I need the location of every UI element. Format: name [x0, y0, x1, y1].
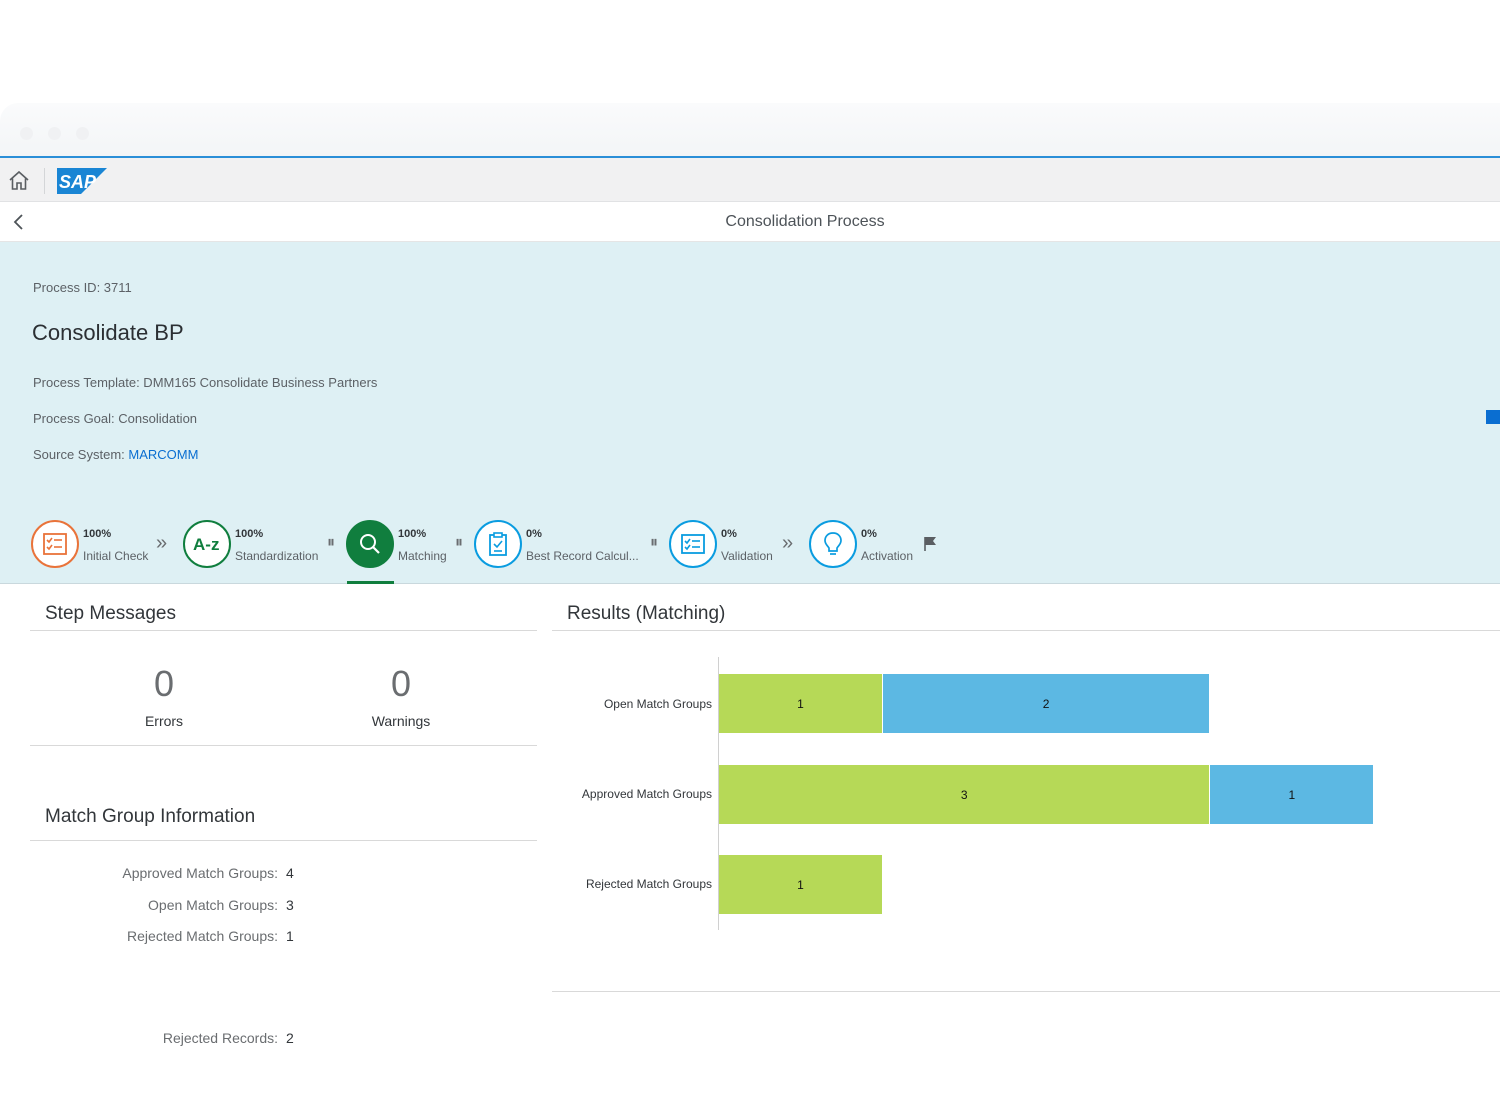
- object-title: Consolidate BP: [32, 320, 184, 345]
- lightbulb-icon: [824, 532, 842, 555]
- page-header: Consolidation Process: [0, 202, 1500, 242]
- svg-text:A-z: A-z: [193, 535, 219, 554]
- results-title: Results (Matching): [567, 603, 726, 624]
- top-whitespace: [0, 0, 1500, 103]
- rejected-match-groups-value: 1: [286, 928, 294, 944]
- process-template: Process Template: DMM165 Consolidate Bus…: [33, 375, 378, 390]
- step-best-record-calculation[interactable]: [474, 520, 522, 568]
- errors-label: Errors: [144, 713, 184, 729]
- svg-text:SAP: SAP: [59, 172, 97, 192]
- pause-icon: ⏸: [455, 534, 464, 551]
- step-initial-check[interactable]: [31, 520, 79, 568]
- home-button[interactable]: [6, 168, 34, 194]
- home-icon: [9, 170, 29, 190]
- warnings-count[interactable]: 0: [390, 663, 412, 704]
- active-step-indicator: [347, 581, 394, 584]
- rejected-match-groups-label: Rejected Match Groups:: [127, 928, 278, 944]
- minimize-window-icon[interactable]: [48, 127, 61, 140]
- source-system-label: Source System:: [33, 447, 129, 462]
- pause-icon: ⏸: [327, 534, 336, 551]
- divider: [30, 630, 537, 631]
- chart-bar-segment[interactable]: 1: [719, 674, 882, 733]
- chevron-left-icon: [13, 214, 23, 230]
- rejected-records-value: 2: [286, 1030, 294, 1046]
- chart-data-label: 2: [1042, 696, 1050, 711]
- process-goal: Process Goal: Consolidation: [33, 411, 198, 426]
- process-id: Process ID: 3711: [33, 280, 132, 295]
- chart-bar-segment[interactable]: 1: [719, 855, 882, 914]
- step-validation[interactable]: [669, 520, 717, 568]
- double-chevron-icon: »: [156, 532, 168, 554]
- step-label: Validation: [721, 549, 773, 563]
- shell-separator: [44, 168, 45, 194]
- step-activation[interactable]: [809, 520, 857, 568]
- maximize-window-icon[interactable]: [76, 127, 89, 140]
- divider: [30, 840, 537, 841]
- step-percent: 100%: [83, 528, 112, 540]
- double-chevron-icon: »: [782, 532, 794, 554]
- chart-data-label: 1: [797, 877, 804, 892]
- chart-data-label: 1: [797, 696, 804, 711]
- approved-match-groups-label: Approved Match Groups:: [122, 865, 278, 881]
- process-steps: 100% Initial Check » A-z 100% Standardiz…: [0, 520, 1000, 584]
- step-percent: 100%: [398, 528, 427, 540]
- pause-icon: ⏸: [650, 534, 659, 551]
- divider: [552, 991, 1500, 992]
- checklist-icon: [43, 533, 67, 555]
- step-percent: 0%: [861, 528, 877, 540]
- divider: [30, 745, 537, 746]
- divider: [552, 630, 1500, 631]
- flag-icon: [922, 535, 938, 558]
- close-window-icon[interactable]: [20, 127, 33, 140]
- clipboard-icon: [489, 532, 507, 556]
- step-percent: 0%: [721, 528, 737, 540]
- object-header: Process ID: 3711 Consolidate BP Process …: [0, 242, 1500, 584]
- back-button[interactable]: [8, 210, 30, 234]
- a-z-icon: A-z: [193, 535, 219, 554]
- chart-bar-segment[interactable]: 1: [1210, 765, 1374, 824]
- side-panel-toggle[interactable]: [1486, 410, 1500, 424]
- chart-category-label: Open Match Groups: [603, 697, 712, 711]
- chart-data-label: 3: [960, 787, 968, 802]
- approved-match-groups-value: 4: [286, 865, 294, 881]
- sap-logo[interactable]: SAP: [57, 168, 107, 199]
- errors-count[interactable]: 0: [153, 663, 175, 704]
- step-label: Activation: [861, 549, 914, 563]
- source-system-link[interactable]: MARCOMM: [128, 447, 199, 462]
- search-icon: [360, 534, 380, 554]
- chart-axis: [718, 657, 719, 930]
- chart-bar-segment[interactable]: 3: [719, 765, 1210, 824]
- step-label: Initial Check: [83, 549, 149, 563]
- page-title: Consolidation Process: [725, 213, 885, 230]
- match-group-info-title: Match Group Information: [45, 806, 256, 827]
- step-label: Standardization: [235, 549, 319, 563]
- step-label: Best Record Calcul...: [526, 549, 639, 563]
- rejected-records-label: Rejected Records:: [162, 1030, 278, 1046]
- chart-category-label: Approved Match Groups: [581, 787, 712, 801]
- step-percent: 0%: [526, 528, 542, 540]
- step-standardization[interactable]: A-z: [183, 520, 231, 568]
- chart-bar-segment[interactable]: 2: [882, 674, 1210, 733]
- step-label: Matching: [398, 549, 447, 563]
- open-match-groups-value: 3: [286, 897, 294, 913]
- chart-data-label: 1: [1288, 787, 1296, 802]
- open-match-groups-label: Open Match Groups:: [148, 897, 278, 913]
- source-system: Source System: MARCOMM: [33, 447, 198, 462]
- warnings-label: Warnings: [371, 713, 431, 729]
- chart-category-label: Rejected Match Groups: [585, 877, 712, 891]
- step-matching[interactable]: [346, 520, 394, 568]
- shell-bar: SAP: [0, 158, 1500, 202]
- step-messages-title: Step Messages: [45, 603, 176, 624]
- validation-icon: [681, 534, 705, 554]
- window-chrome: [0, 103, 1500, 158]
- step-percent: 100%: [235, 528, 264, 540]
